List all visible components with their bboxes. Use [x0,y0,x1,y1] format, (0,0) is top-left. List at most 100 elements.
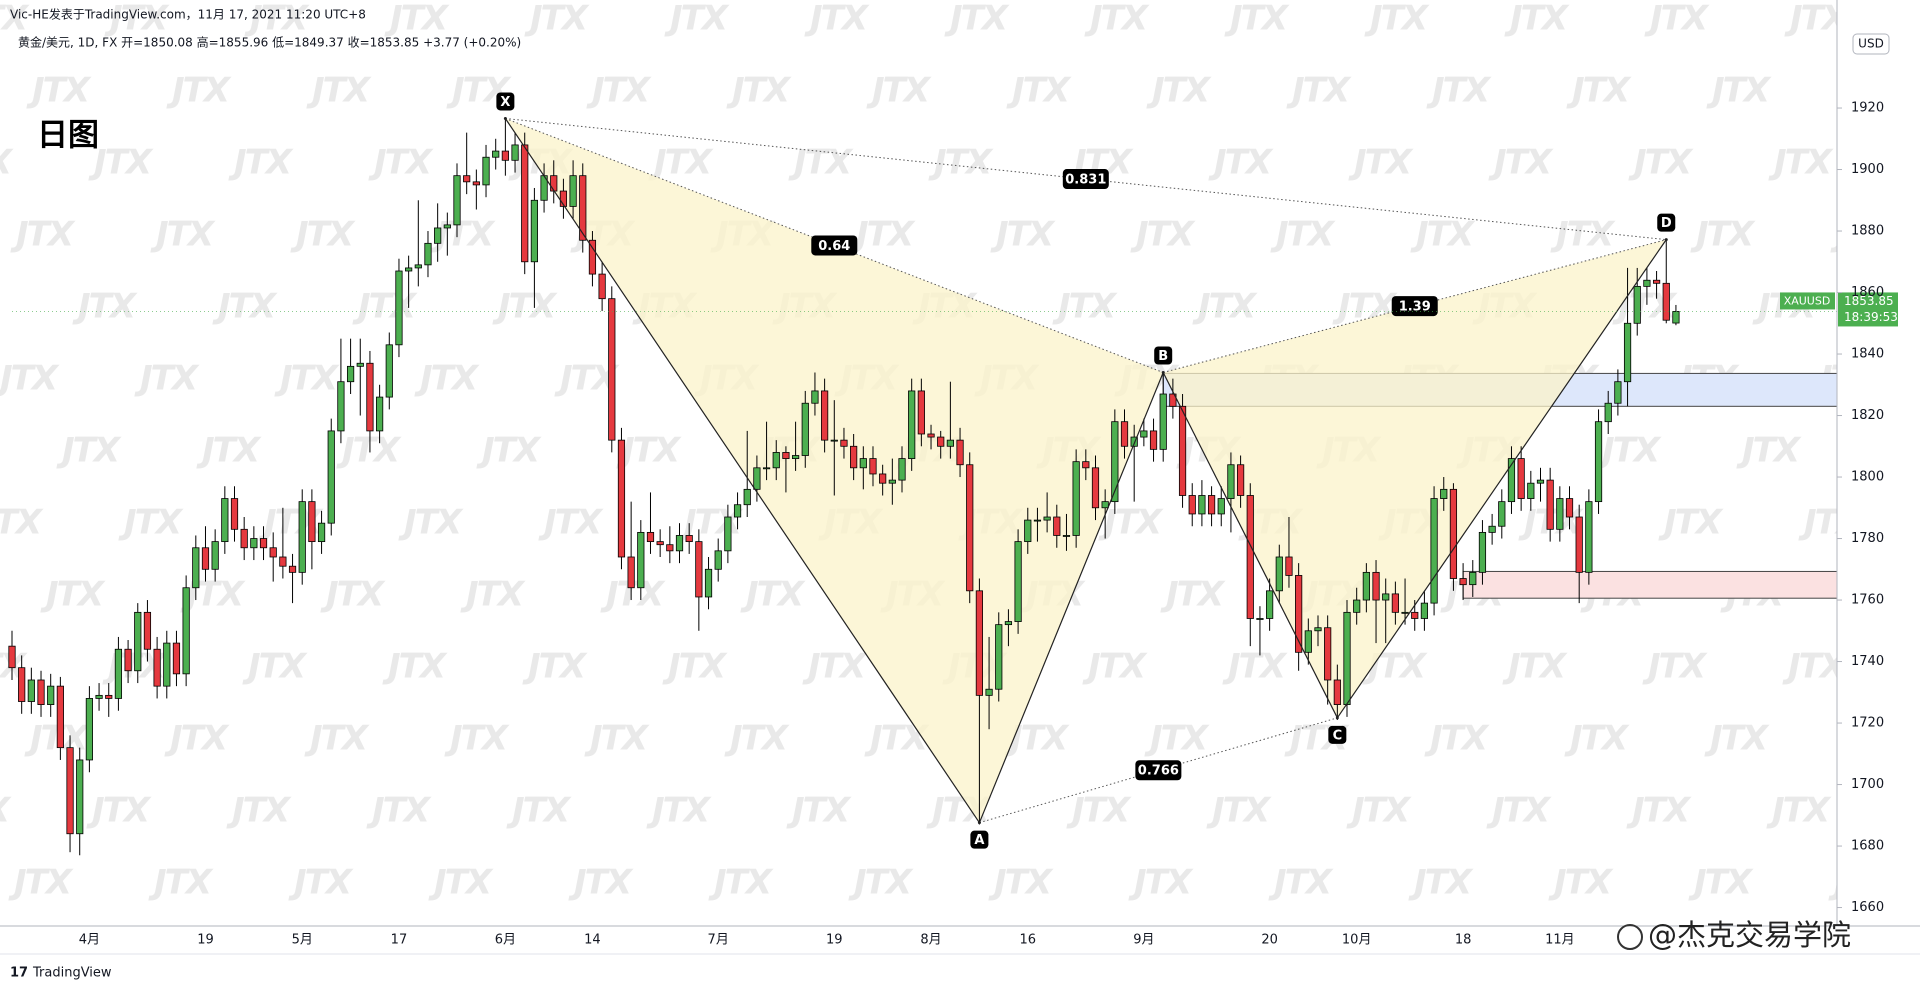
watermark: JTX [0,503,44,543]
candle-body [1536,479,1545,484]
watermark: JTX [88,143,154,183]
candle-body [1401,611,1409,614]
candle-body [801,402,809,456]
candle-body [308,501,316,543]
x-tick-label: 16 [1019,933,1036,948]
pattern-point [977,821,981,825]
candle-body [1285,556,1293,576]
candle-body [569,175,577,207]
pattern-point [1161,370,1165,374]
candle-body [975,590,984,696]
watermark: JTX [586,71,652,111]
y-tick-label: 1680 [1851,839,1884,854]
x-tick-label: 17 [391,933,408,948]
candle-body [230,498,239,530]
candle-body [163,642,171,687]
watermark: JTX [164,719,230,759]
zone [1462,570,1837,599]
candle-body [646,531,655,543]
candle-body [1672,311,1680,324]
candle-body [869,458,877,475]
candle-body [405,267,413,272]
watermark: JTX [366,791,432,831]
x-tick-label: 5月 [292,933,313,948]
watermark: JTX [384,0,450,39]
candle-body [627,556,635,589]
watermark: JTX [1644,0,1710,39]
watermark: JTX [56,431,122,471]
candle-body [1014,541,1022,622]
candle-body [298,501,306,573]
ratio-box [1062,169,1109,190]
y-tick-label: 1820 [1851,408,1884,423]
candle-body [1236,464,1245,496]
watermark: JTX [1364,0,1430,39]
candle-body [1372,571,1380,601]
candle-body [1024,519,1032,543]
watermark: JTX [1224,0,1290,39]
point-box [1154,346,1173,365]
candle-body [327,430,335,524]
candle-body [898,458,906,481]
watermark: JTX [368,143,434,183]
currency-box [1852,33,1890,55]
candle-body [1411,611,1419,619]
x-tick-label: 9月 [1133,933,1154,948]
watermark: JTX [1704,719,1770,759]
watermark: JTX [1066,791,1132,831]
watermark: JTX [414,359,480,399]
watermark: JTX [226,791,292,831]
watermark: JTX [1736,431,1802,471]
candle-body [1604,402,1612,423]
point-label: X [500,95,510,110]
brand-name: TradingView [32,966,112,981]
candle-body [1420,602,1429,619]
watermark: JTX [1548,863,1614,903]
candle-body [579,175,587,241]
watermark: JTX [1146,71,1212,111]
watermark: JTX [242,647,308,687]
candle-body [617,439,626,558]
candle-body [414,264,422,269]
watermark: JTX [1098,503,1164,543]
watermark: JTX [72,287,138,327]
watermark: JTX [1206,791,1272,831]
candle-body [482,156,490,186]
candle-body [1033,519,1042,522]
watermark: JTX [726,71,792,111]
point-label: D [1661,216,1672,231]
candle-body [1449,488,1458,579]
candle-body [927,433,935,438]
watermark: JTX [320,575,386,615]
watermark: JTX [1550,215,1616,255]
watermark: JTX [134,359,200,399]
x-tick-label: 6月 [495,933,516,948]
candle-body [434,227,442,244]
watermark: JTX [118,503,184,543]
candle-body [840,439,848,447]
point-label: C [1333,728,1343,743]
candle-body [1091,467,1100,509]
candle-body [1256,618,1264,620]
candle-body [1585,501,1593,573]
watermark: JTX [1084,0,1150,39]
watermark: JTX [1426,71,1492,111]
candle-body [1382,593,1390,601]
candle-body [1478,531,1487,573]
candle-body [124,648,132,672]
credit: @杰克交易学院 [1648,918,1851,952]
candle-body [153,648,161,687]
watermark: JTX [662,647,728,687]
watermark: JTX [1052,287,1118,327]
point-box [970,830,989,849]
candle-body [1295,575,1303,653]
candle-body [598,273,606,300]
candle-body [1643,279,1651,287]
candle-body [1178,405,1187,496]
candle-body [908,390,916,459]
candle-body [1266,590,1274,619]
watermark: JTX [740,575,806,615]
watermark: JTX [428,863,494,903]
candle-body [559,190,568,207]
candle-body [1111,421,1119,503]
